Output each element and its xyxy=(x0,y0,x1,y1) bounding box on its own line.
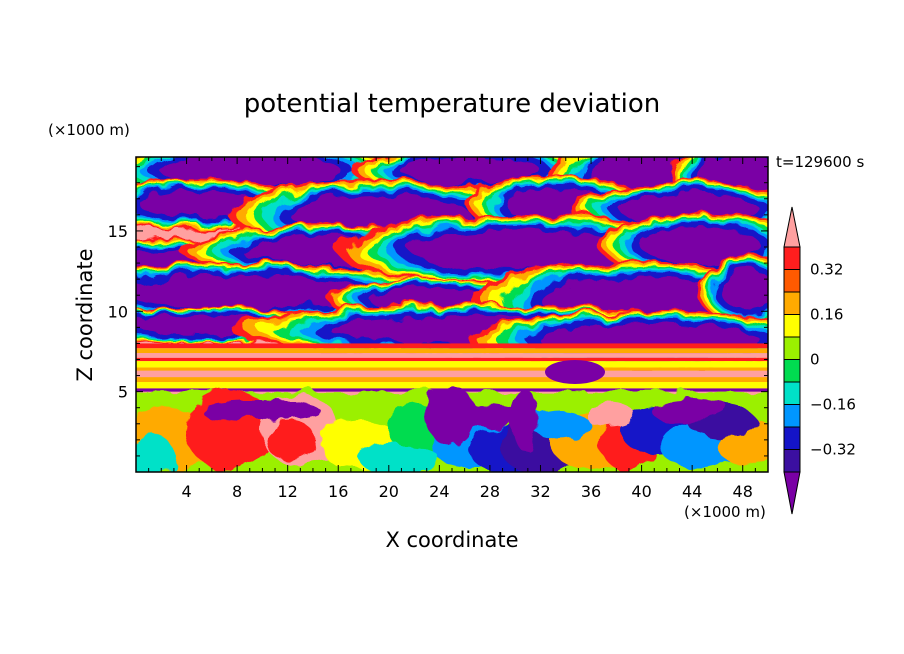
field-upper xyxy=(136,157,768,370)
band xyxy=(136,370,768,378)
y-unit-label: (×1000 m) xyxy=(48,121,130,139)
colorbar-swatch xyxy=(783,269,801,293)
field-core xyxy=(640,227,760,263)
band xyxy=(136,348,768,354)
colorbar-label: 0.32 xyxy=(810,261,843,279)
colorbar-swatch xyxy=(783,359,801,383)
band xyxy=(136,353,768,358)
colorbar-swatch xyxy=(783,246,801,270)
x-tick-label: 28 xyxy=(480,482,500,501)
y-tick-label: 5 xyxy=(118,383,128,402)
field-core xyxy=(720,270,768,310)
low-blob xyxy=(360,445,440,472)
x-tick-label: 36 xyxy=(581,482,601,501)
y-tick-label: 10 xyxy=(108,302,128,321)
x-tick-label: 44 xyxy=(682,482,702,501)
colorbar-swatch xyxy=(783,426,801,450)
band xyxy=(136,357,768,362)
chart-title: potential temperature deviation xyxy=(244,89,660,119)
x-tick-label: 8 xyxy=(232,482,242,501)
low-blob xyxy=(585,403,635,427)
colorbar-label: −0.16 xyxy=(810,396,856,414)
low-blob xyxy=(265,420,315,460)
colorbar-label: −0.32 xyxy=(810,441,856,459)
y-axis-label: Z coordinate xyxy=(73,248,97,381)
low-tongue xyxy=(425,385,475,445)
low-blob xyxy=(530,410,590,440)
x-tick-label: 20 xyxy=(379,482,399,501)
field-core xyxy=(410,230,630,270)
x-tick-label: 32 xyxy=(530,482,550,501)
colorbar-swatch xyxy=(783,336,801,360)
colorbar-swatch xyxy=(783,381,801,405)
colorbar-label: 0 xyxy=(810,351,820,369)
colorbar-swatch xyxy=(783,314,801,338)
colorbar-label: 0.16 xyxy=(810,306,843,324)
colorbar-max-triangle xyxy=(783,206,801,248)
field-core xyxy=(136,276,370,308)
colorbar-swatch xyxy=(783,291,801,315)
x-unit-label: (×1000 m) xyxy=(684,503,766,521)
x-axis-ticks: 4 8 12 16 20 24 28 32 36 40 44 48 xyxy=(148,157,756,501)
band xyxy=(136,377,768,382)
contour-field xyxy=(136,157,768,472)
x-tick-label: 48 xyxy=(733,482,753,501)
y-tick-label: 15 xyxy=(108,222,128,241)
mid-intrusion xyxy=(545,360,605,384)
low-tongue xyxy=(200,400,320,420)
x-axis-label: X coordinate xyxy=(385,528,518,552)
band xyxy=(136,367,768,371)
field-core xyxy=(400,157,540,184)
band xyxy=(136,361,768,368)
low-blob xyxy=(136,435,175,472)
colorbar: 0.32 0.16 0 −0.16 −0.32 xyxy=(783,206,856,515)
colorbar-swatch xyxy=(783,449,801,473)
x-tick-label: 40 xyxy=(631,482,651,501)
low-tongue xyxy=(650,398,730,422)
field-lower xyxy=(136,385,768,472)
x-tick-label: 12 xyxy=(278,482,298,501)
x-tick-label: 4 xyxy=(181,482,191,501)
colorbar-min-triangle xyxy=(783,471,801,515)
low-tongue xyxy=(510,390,540,450)
colorbar-swatch xyxy=(783,404,801,428)
time-label: t=129600 s xyxy=(776,153,864,171)
y-axis-ticks: 5 10 15 xyxy=(108,166,768,457)
x-tick-label: 16 xyxy=(328,482,348,501)
band xyxy=(136,343,768,349)
x-tick-label: 24 xyxy=(429,482,449,501)
